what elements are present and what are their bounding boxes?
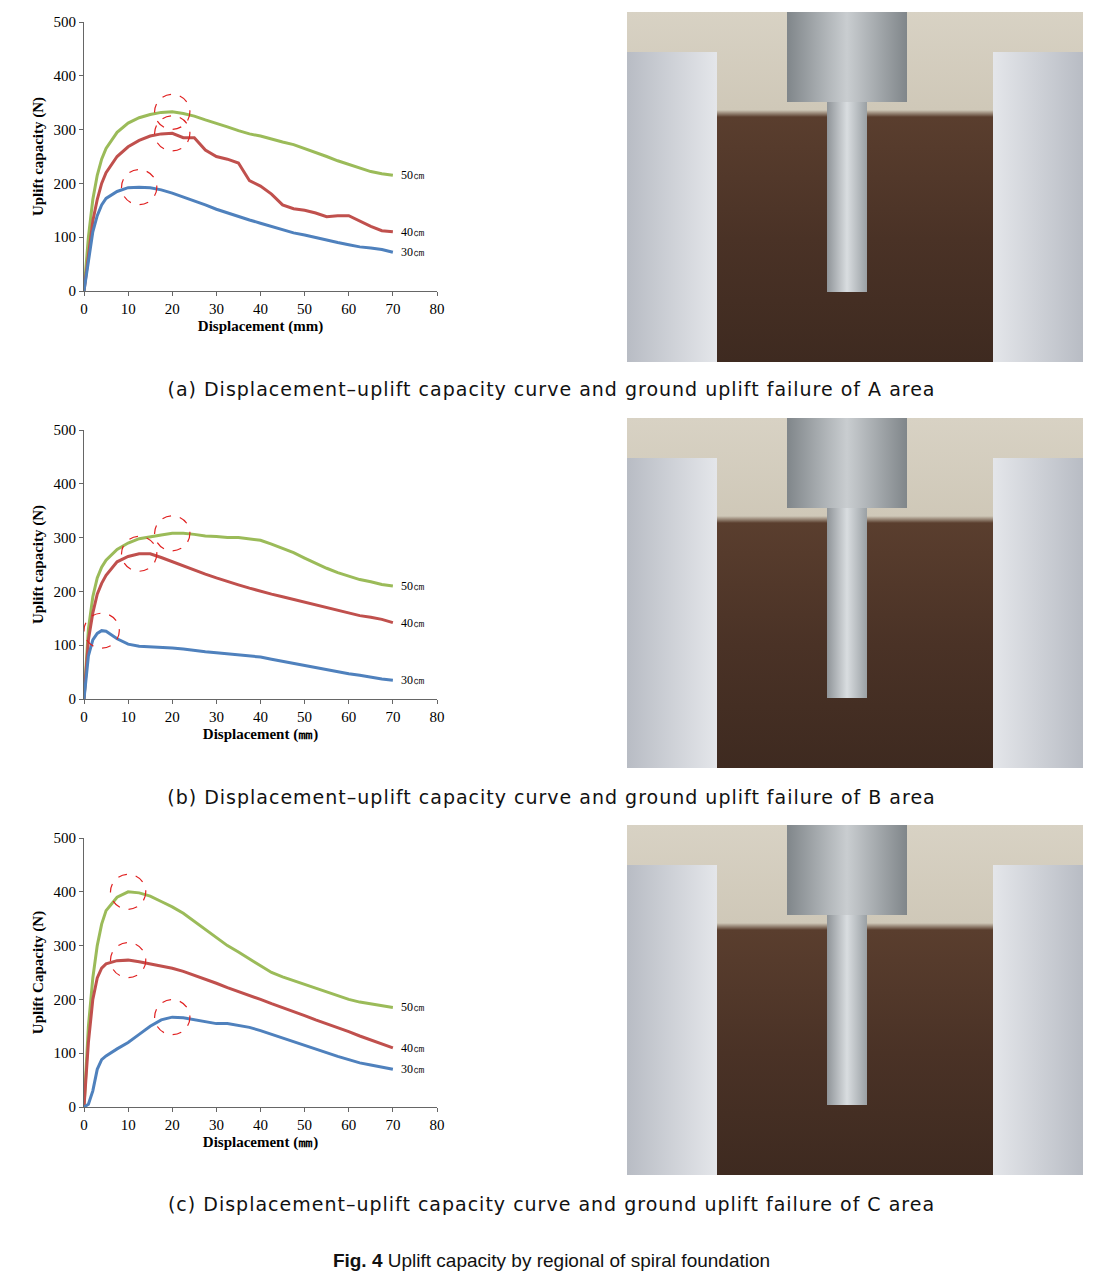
html-text:(b) Displacement–uplift capaci: (b) Displacement–uplift capacity curve a…: [167, 786, 936, 808]
svg-text:40㎝: 40㎝: [401, 1041, 425, 1055]
svg-text:70: 70: [385, 301, 400, 317]
html-text:(a) Displacement–uplift capaci: (a) Displacement–uplift capacity curve a…: [167, 378, 936, 400]
svg-text:300: 300: [54, 938, 77, 954]
svg-text:70: 70: [385, 1117, 400, 1133]
svg-text:100: 100: [54, 1045, 77, 1061]
svg-text:400: 400: [54, 68, 77, 84]
svg-text:0: 0: [80, 301, 88, 317]
svg-text:400: 400: [54, 884, 77, 900]
svg-text:30: 30: [209, 1117, 224, 1133]
html-text:Fig. 4 Uplift capacity by regi: Fig. 4 Uplift capacity by regional of sp…: [332, 1250, 771, 1271]
svg-text:200: 200: [54, 176, 77, 192]
svg-text:200: 200: [54, 584, 77, 600]
svg-text:500: 500: [54, 14, 77, 30]
svg-text:Uplift Capacity (N): Uplift Capacity (N): [30, 911, 47, 1034]
svg-text:40: 40: [253, 1117, 268, 1133]
svg-text:10: 10: [121, 709, 136, 725]
svg-text:400: 400: [54, 476, 77, 492]
svg-text:Displacement (㎜): Displacement (㎜): [203, 1134, 318, 1151]
svg-text:Uplift capacity (N): Uplift capacity (N): [30, 505, 47, 624]
svg-text:300: 300: [54, 530, 77, 546]
svg-text:50: 50: [297, 301, 312, 317]
svg-text:20: 20: [165, 301, 180, 317]
svg-text:20: 20: [165, 1117, 180, 1133]
svg-text:0: 0: [69, 691, 77, 707]
svg-text:60: 60: [341, 1117, 356, 1133]
svg-text:80: 80: [430, 301, 445, 317]
svg-text:200: 200: [54, 992, 77, 1008]
svg-text:300: 300: [54, 122, 77, 138]
svg-text:80: 80: [430, 1117, 445, 1133]
svg-text:100: 100: [54, 637, 77, 653]
svg-text:60: 60: [341, 709, 356, 725]
svg-text:30㎝: 30㎝: [401, 245, 425, 259]
svg-text:60: 60: [341, 301, 356, 317]
svg-text:50㎝: 50㎝: [401, 579, 425, 593]
svg-text:50㎝: 50㎝: [401, 1000, 425, 1014]
svg-text:40㎝: 40㎝: [401, 225, 425, 239]
svg-text:30: 30: [209, 709, 224, 725]
svg-text:10: 10: [121, 301, 136, 317]
svg-text:10: 10: [121, 1117, 136, 1133]
svg-text:40: 40: [253, 301, 268, 317]
svg-text:100: 100: [54, 229, 77, 245]
svg-text:50: 50: [297, 709, 312, 725]
svg-text:0: 0: [69, 283, 77, 299]
svg-text:30: 30: [209, 301, 224, 317]
svg-text:Displacement (mm): Displacement (mm): [198, 318, 323, 335]
svg-text:70: 70: [385, 709, 400, 725]
svg-text:0: 0: [69, 1099, 77, 1115]
svg-text:30㎝: 30㎝: [401, 673, 425, 687]
svg-text:20: 20: [165, 709, 180, 725]
svg-text:50: 50: [297, 1117, 312, 1133]
svg-text:50㎝: 50㎝: [401, 168, 425, 182]
html-text:(c) Displacement–uplift capaci: (c) Displacement–uplift capacity curve a…: [168, 1193, 935, 1215]
svg-text:40: 40: [253, 709, 268, 725]
svg-text:0: 0: [80, 709, 88, 725]
svg-text:30㎝: 30㎝: [401, 1062, 425, 1076]
svg-text:Displacement (㎜): Displacement (㎜): [203, 726, 318, 743]
svg-text:500: 500: [54, 830, 77, 846]
svg-text:500: 500: [54, 422, 77, 438]
svg-text:Uplift capacity (N): Uplift capacity (N): [30, 97, 47, 216]
svg-text:0: 0: [80, 1117, 88, 1133]
svg-text:40㎝: 40㎝: [401, 616, 425, 630]
svg-text:80: 80: [430, 709, 445, 725]
